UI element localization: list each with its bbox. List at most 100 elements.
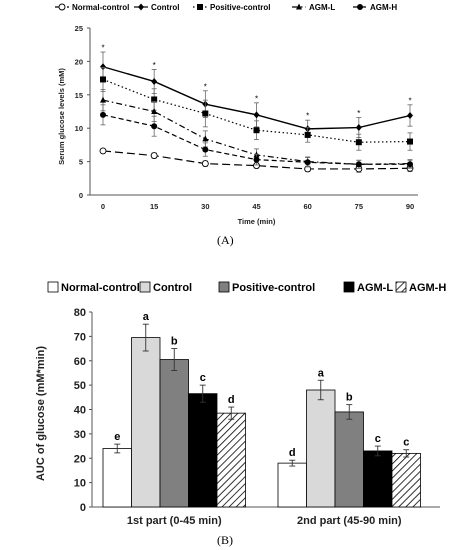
legend-label-control: Control <box>151 3 179 12</box>
legend-swatch-control <box>139 281 151 293</box>
x-tick-label-a: 45 <box>252 202 260 211</box>
y-tick-label-a: 15 <box>75 91 83 100</box>
y-tick-label-b: 30 <box>74 429 86 441</box>
x-tick-label-a: 90 <box>406 202 414 211</box>
y-axis-label-a: Serum glucose levels (mM) <box>57 68 66 165</box>
bar-normal-control <box>102 448 132 508</box>
x-axis-label-a: Time (min) <box>238 217 276 226</box>
legend-label-agm-h: AGM-H <box>409 282 446 294</box>
legend-swatch-normal-control <box>47 281 59 293</box>
panel-label-a: (A) <box>217 233 234 247</box>
data-point <box>355 124 362 132</box>
significance-star: * <box>101 44 104 53</box>
y-tick-label-a: 10 <box>75 124 83 133</box>
data-point <box>304 159 311 166</box>
bar-positive-control <box>159 359 189 508</box>
legend-label-normal-control: Normal-control <box>61 282 140 294</box>
data-point <box>304 131 311 138</box>
data-point <box>253 156 260 163</box>
data-point <box>100 76 106 83</box>
legend-marker-agm-l <box>296 3 302 10</box>
bar-control <box>131 337 161 508</box>
significance-letter: e <box>114 431 120 443</box>
data-point <box>201 160 209 168</box>
data-point <box>100 63 106 71</box>
bar-control <box>306 389 336 508</box>
legend-label-positive-control: Positive-control <box>232 282 315 294</box>
legend-label-normal-control: Normal-control <box>72 3 129 12</box>
data-point <box>253 127 260 134</box>
significance-star: * <box>408 96 411 105</box>
legend-marker-normal-control <box>58 3 66 11</box>
bar-agm-h <box>391 452 421 508</box>
data-point <box>150 152 158 160</box>
bar-agm-l <box>363 450 393 508</box>
legend-label-agm-l: AGM-L <box>357 282 393 294</box>
y-tick-label-b: 40 <box>74 405 86 417</box>
x-tick-label-a: 0 <box>101 202 105 211</box>
data-point <box>253 111 260 119</box>
significance-letter: b <box>346 392 353 404</box>
data-point <box>99 147 107 155</box>
bar-normal-control <box>277 462 307 508</box>
data-point <box>355 161 362 168</box>
y-tick-label-b: 70 <box>74 331 86 343</box>
bar-chart-auc: 0 10 20 30 40 50 60 70 80 AUC of glucose (mM*min)… <box>35 281 446 527</box>
legend-label-control: Control <box>153 282 192 294</box>
x-tick-label-a: 15 <box>150 202 158 211</box>
data-point <box>407 161 413 168</box>
bar-agm-l <box>188 393 218 508</box>
bar-agm-h <box>216 412 246 508</box>
legend-label-positive-control: Positive-control <box>210 3 270 12</box>
y-tick-label-b: 50 <box>74 380 86 392</box>
significance-letter: d <box>228 394 235 406</box>
significance-letter: c <box>403 437 409 449</box>
data-point <box>151 77 158 85</box>
y-tick-label-b: 0 <box>80 502 86 514</box>
significance-letter: a <box>143 311 150 323</box>
bar-positive-control <box>334 411 364 508</box>
significance-letter: c <box>375 433 381 445</box>
y-tick-label-a: 5 <box>79 158 83 167</box>
legend-swatch-agm-h <box>395 281 407 293</box>
data-point <box>151 108 158 114</box>
significance-star: * <box>255 94 258 103</box>
y-axis-label-b: AUC of glucose (mM*min) <box>35 346 47 481</box>
y-tick-label-a: 0 <box>79 191 83 200</box>
significance-star: * <box>306 112 309 121</box>
data-point <box>202 135 209 142</box>
y-tick-label-a: 20 <box>75 57 83 66</box>
data-point <box>100 111 106 118</box>
data-point <box>407 112 413 120</box>
data-point <box>151 123 158 130</box>
significance-star: * <box>357 109 360 118</box>
data-point <box>151 96 158 103</box>
significance-letter: b <box>171 336 178 348</box>
legend-label-agm-l: AGM-L <box>309 3 335 12</box>
legend-marker-control <box>138 3 144 11</box>
legend-marker-agm-h <box>357 4 363 10</box>
x-tick-label-a: 75 <box>355 202 363 211</box>
legend-swatch-agm-l <box>343 281 355 293</box>
x-category-label: 1st part (0-45 min) <box>127 515 222 527</box>
y-tick-label-b: 10 <box>74 478 86 490</box>
line-chart-glucose: 0 5 10 15 20 25 0 15 30 45 60 75 90 Time (min) Serum g… <box>55 3 418 226</box>
y-tick-label-b: 20 <box>74 453 86 465</box>
significance-letter: c <box>200 372 206 384</box>
significance-star: * <box>153 61 156 70</box>
panel-label-b: (B) <box>217 533 233 547</box>
data-point <box>202 146 209 153</box>
x-category-label: 2nd part (45-90 min) <box>297 515 402 527</box>
significance-letter: d <box>289 447 296 459</box>
data-point <box>202 110 209 117</box>
y-tick-label-b: 80 <box>74 307 86 319</box>
data-point <box>100 96 106 103</box>
data-point <box>355 139 362 146</box>
y-tick-label-a: 25 <box>75 24 83 33</box>
y-tick-label-b: 60 <box>74 356 86 368</box>
x-tick-label-a: 60 <box>303 202 311 211</box>
significance-star: * <box>204 82 207 91</box>
legend-swatch-positive-control <box>218 281 230 293</box>
legend-marker-positive-control <box>197 4 203 10</box>
